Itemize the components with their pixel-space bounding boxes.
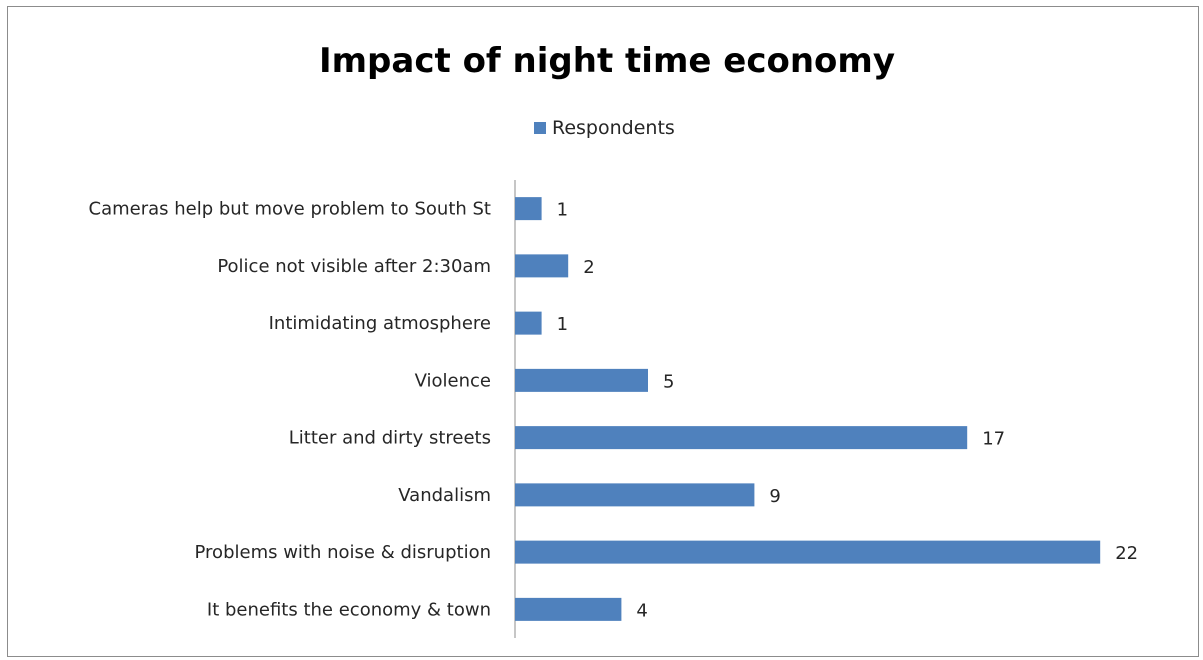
- category-label: Cameras help but move problem to South S…: [89, 199, 492, 220]
- legend: Respondents: [534, 117, 675, 139]
- category-label: Police not visible after 2:30am: [217, 256, 491, 277]
- bar: [515, 426, 968, 450]
- category-label: It benefits the economy & town: [207, 599, 491, 620]
- legend-swatch: [534, 122, 546, 134]
- bar: [515, 368, 648, 392]
- data-label: 9: [769, 486, 780, 507]
- bar: [515, 540, 1101, 564]
- data-label: 17: [982, 429, 1005, 450]
- data-label: 22: [1115, 543, 1138, 564]
- bar: [515, 311, 542, 335]
- data-label: 2: [583, 257, 594, 278]
- bar: [515, 483, 755, 507]
- data-label: 1: [557, 314, 568, 335]
- data-label: 4: [636, 600, 647, 621]
- category-label: Litter and dirty streets: [289, 428, 491, 449]
- bar: [515, 197, 542, 221]
- category-label: Violence: [415, 370, 491, 391]
- bar: [515, 254, 569, 278]
- bar: [515, 597, 622, 621]
- legend-label: Respondents: [552, 117, 675, 139]
- category-label: Intimidating atmosphere: [269, 313, 491, 334]
- category-label: Vandalism: [398, 485, 491, 506]
- data-label: 1: [557, 200, 568, 221]
- data-label: 5: [663, 371, 674, 392]
- chart-title: Impact of night time economy: [319, 41, 895, 81]
- category-label: Problems with noise & disruption: [195, 542, 491, 563]
- plot-area: Cameras help but move problem to South S…: [89, 197, 1138, 621]
